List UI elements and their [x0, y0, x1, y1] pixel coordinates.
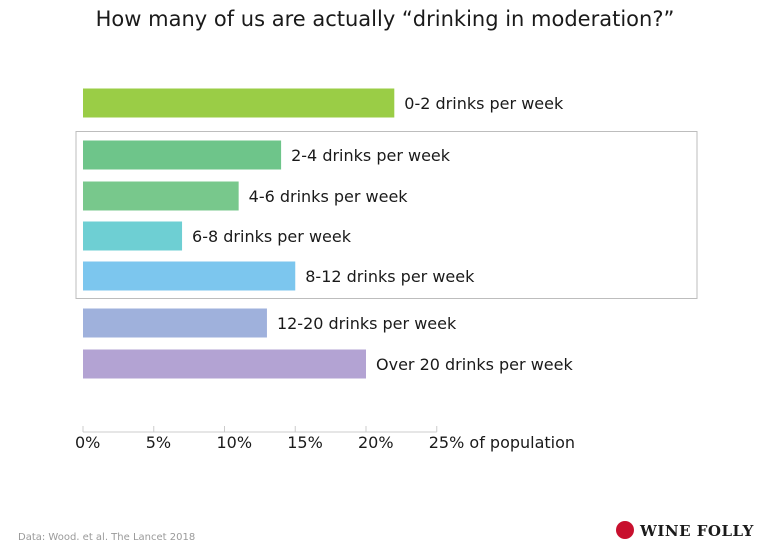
x-tick-label-5: 25% of population — [429, 433, 575, 452]
bar-6 — [83, 349, 366, 379]
bar-1 — [83, 140, 282, 170]
x-tick-label-1: 5% — [146, 433, 171, 452]
bar-0 — [83, 88, 395, 118]
bar-label-5: 12-20 drinks per week — [277, 314, 457, 333]
bars-layer: 0-2 drinks per week 2-4 drinks per week 4-… — [83, 88, 573, 379]
x-tick-label-0: 0% — [75, 433, 100, 452]
bar-label-1: 2-4 drinks per week — [291, 146, 451, 165]
bar-5 — [83, 308, 267, 338]
bar-4 — [83, 261, 296, 291]
bar-label-2: 4-6 drinks per week — [249, 187, 409, 206]
bar-label-3: 6-8 drinks per week — [192, 227, 352, 246]
bar-3 — [83, 221, 183, 251]
bar-2 — [83, 181, 239, 211]
x-axis: 0% 5% 10% 15% 20% 25% of population — [75, 426, 575, 452]
x-tick-label-4: 20% — [358, 433, 394, 452]
chart-title: How many of us are actually “drinking in… — [96, 7, 675, 31]
wine-folly-icon — [616, 521, 634, 539]
x-tick-label-2: 10% — [217, 433, 253, 452]
x-tick-label-3: 15% — [287, 433, 323, 452]
brand-logo: WINE FOLLY — [616, 521, 754, 540]
highlight-box-layer — [75, 131, 698, 299]
brand-name: WINE FOLLY — [639, 522, 754, 540]
bar-label-4: 8-12 drinks per week — [305, 267, 475, 286]
bar-label-6: Over 20 drinks per week — [376, 355, 573, 374]
source-note: Data: Wood, et al. The Lancet 2018 — [18, 532, 195, 540]
bar-label-0: 0-2 drinks per week — [404, 94, 564, 113]
highlight-box — [75, 131, 698, 299]
